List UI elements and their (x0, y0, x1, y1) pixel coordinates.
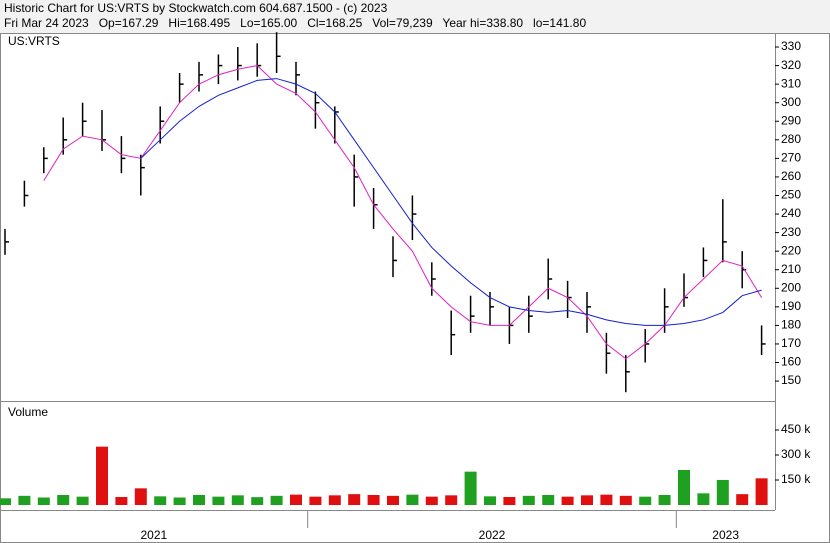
chart-title: Historic Chart for US:VRTS by Stockwatch… (4, 1, 388, 15)
x-tick-label: 2022 (479, 528, 506, 542)
volume-bar (755, 478, 768, 505)
y-tick-label: 290 (781, 113, 801, 127)
y-tick-label: 180 (781, 318, 801, 332)
volume-bar (328, 495, 341, 505)
ma-line (140, 78, 762, 326)
y-tick-label: 260 (781, 169, 801, 183)
volume-bar (716, 480, 729, 505)
volume-bar (270, 495, 283, 505)
ma-line (43, 65, 763, 360)
volume-bar (96, 446, 108, 505)
volume-bar (406, 494, 419, 505)
volume-bar (57, 495, 70, 505)
volume-bar (600, 494, 613, 505)
volume-bar (425, 496, 438, 505)
y-tick-label: 330 (781, 39, 801, 53)
quote-line: Fri Mar 24 2023 Op=167.29 Hi=168.495 Lo=… (4, 16, 586, 30)
volume-bar (173, 497, 186, 505)
y-tick-label: 210 (781, 262, 801, 276)
volume-bar (309, 496, 322, 505)
volume-bar (503, 497, 516, 505)
volume-bar (736, 494, 749, 505)
volume-bar (115, 497, 128, 505)
volume-bar (697, 493, 710, 505)
y-tick-label: 230 (781, 225, 801, 239)
volume-bar (639, 496, 652, 505)
y-tick-label: 220 (781, 243, 801, 257)
y-tick-label: 280 (781, 132, 801, 146)
volume-bar (231, 495, 244, 505)
volume-bar (18, 495, 31, 505)
volume-bar (619, 495, 632, 505)
volume-bar (193, 495, 205, 505)
y-tick-label: 320 (781, 58, 801, 72)
volume-label: Volume (8, 405, 48, 419)
volume-bar (464, 471, 477, 505)
volume-bar (445, 495, 458, 505)
volume-bar (561, 496, 574, 505)
volume-bar (290, 494, 302, 505)
volume-bar (154, 496, 167, 505)
y-tick-label: 150 (781, 373, 801, 387)
volume-bar (251, 497, 264, 505)
y-tick-label: 310 (781, 76, 801, 90)
y-tick-label: 300 (781, 95, 801, 109)
volume-bar (37, 497, 50, 505)
y-tick-label: 270 (781, 151, 801, 165)
volume-bar (658, 495, 671, 505)
volume-bar (212, 496, 225, 505)
y-tick-label: 450 k (781, 422, 811, 436)
y-tick-label: 160 (781, 355, 801, 369)
volume-bar (542, 495, 555, 505)
y-tick-label: 170 (781, 336, 801, 350)
volume-bar (678, 470, 690, 505)
symbol-label: US:VRTS (8, 34, 60, 48)
volume-bar (522, 495, 535, 505)
volume-bar (581, 495, 593, 505)
volume-bar (76, 496, 89, 505)
chart-frame (0, 33, 830, 543)
volume-bar (484, 496, 496, 505)
y-tick-label: 190 (781, 299, 801, 313)
volume-bar (367, 495, 380, 505)
y-tick-label: 200 (781, 280, 801, 294)
volume-bar (134, 488, 147, 505)
y-tick-label: 300 k (781, 447, 811, 461)
y-tick-label: 250 (781, 188, 801, 202)
y-tick-label: 150 k (781, 472, 811, 486)
y-tick-label: 240 (781, 206, 801, 220)
volume-bar (0, 498, 11, 505)
x-tick-label: 2023 (712, 528, 739, 542)
volume-bar (348, 494, 361, 505)
x-tick-label: 2021 (140, 528, 167, 542)
volume-bar (387, 495, 399, 505)
